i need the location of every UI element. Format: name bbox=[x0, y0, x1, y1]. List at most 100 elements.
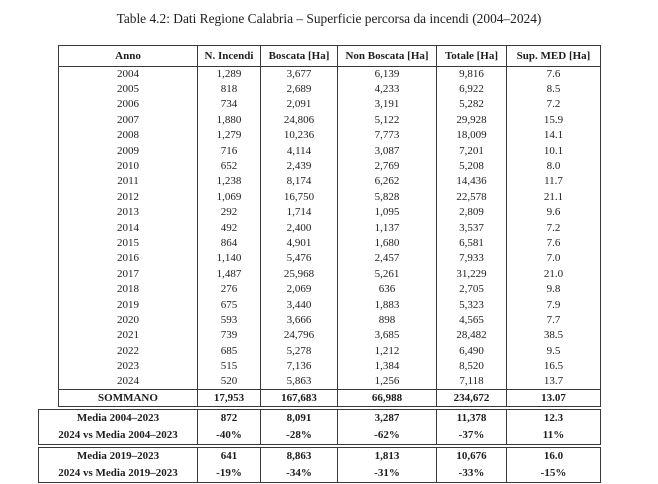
table-cell: -37% bbox=[436, 427, 507, 445]
table-cell: 7,201 bbox=[436, 143, 507, 159]
table-cell: 17,953 bbox=[197, 389, 261, 407]
table-cell: 8,863 bbox=[260, 447, 338, 466]
table-cell: 11.7 bbox=[506, 174, 601, 190]
table-cell: -19% bbox=[197, 465, 261, 483]
table-cell: 4,565 bbox=[436, 312, 507, 329]
table-cell: 6,922 bbox=[436, 81, 507, 98]
table-cell: 7.2 bbox=[506, 220, 601, 236]
table-cell: 3,287 bbox=[337, 409, 437, 428]
table-cell: 14.1 bbox=[506, 128, 601, 144]
table-cell: 234,672 bbox=[436, 389, 507, 407]
table-cell: 2022 bbox=[117, 344, 139, 357]
table-row: 2009 716 4,114 3,087 7,201 10.1 bbox=[59, 143, 601, 159]
table-cell: 898 bbox=[337, 312, 437, 329]
table-cell: SOMMANO bbox=[58, 389, 198, 407]
table-cell: 7.2 bbox=[506, 97, 601, 113]
table-cell: Boscata [Ha] bbox=[260, 45, 338, 67]
table-cell: 18,009 bbox=[436, 128, 507, 144]
table-row: 2006 734 2,091 3,191 5,282 7.2 bbox=[59, 97, 601, 113]
table-cell: 2,457 bbox=[337, 251, 437, 267]
table-cell: 2024 bbox=[117, 375, 139, 388]
table-cell: 7.0 bbox=[506, 251, 601, 267]
table-cell: 21.1 bbox=[506, 189, 601, 206]
table-cell: 4,114 bbox=[260, 143, 338, 159]
table-cell: 6,139 bbox=[337, 66, 437, 82]
table-cell: 3,685 bbox=[337, 328, 437, 344]
table-cell: 5,282 bbox=[436, 97, 507, 113]
table-cell: 25,968 bbox=[260, 266, 338, 282]
table-cell: 1,880 bbox=[197, 112, 261, 129]
table-cell: 7.9 bbox=[506, 297, 601, 313]
table-cell: 9.6 bbox=[506, 205, 601, 221]
table-cell: 7,933 bbox=[436, 251, 507, 267]
table-cell: 2,439 bbox=[260, 158, 338, 175]
table-cell: 593 bbox=[197, 312, 261, 329]
table-cell: 5,323 bbox=[436, 297, 507, 313]
table-cell: -33% bbox=[436, 465, 507, 483]
table-cell: 2005 bbox=[117, 83, 139, 96]
table-cell: 13.7 bbox=[506, 374, 601, 390]
table-cell: 641 bbox=[197, 447, 261, 466]
table-cell: 1,256 bbox=[337, 374, 437, 390]
table-cell: 28,482 bbox=[436, 328, 507, 344]
table-cell: 14,436 bbox=[436, 174, 507, 190]
year-rows: 2004 1,289 3,677 6,139 9,816 7.6 2005 818 2,689 4… bbox=[59, 66, 601, 390]
table-cell: Media 2019–2023 bbox=[76, 450, 160, 463]
table-row: 2015 864 4,901 1,680 6,581 7.6 bbox=[59, 235, 601, 252]
table-row: SOMMANO 17,953 167,683 66,988 234,672 13.07 bbox=[58, 389, 601, 407]
table-caption: Table 4.2: Dati Regione Calabria – Super… bbox=[116, 11, 542, 26]
table-cell: Media 2004–2023 bbox=[76, 412, 160, 425]
table-cell: 2008 bbox=[117, 129, 139, 142]
summary-rows: Media 2019–2023 641 8,863 1,813 10,676 16.0 20… bbox=[39, 447, 601, 483]
table-row: 2022 685 5,278 1,212 6,490 9.5 bbox=[59, 343, 601, 359]
table-row: 2024 vs Media 2004–2023 -40% -28% -62% -37% 1… bbox=[39, 427, 601, 445]
table-cell: 6,262 bbox=[337, 174, 437, 190]
table-cell: 1,238 bbox=[197, 174, 261, 190]
table-cell: 2018 bbox=[117, 283, 139, 296]
table-cell: 8,520 bbox=[436, 358, 507, 375]
table-cell: 24,806 bbox=[260, 112, 338, 129]
table-header: Anno N. Incendi Boscata [Ha] Non Boscata [H… bbox=[58, 45, 601, 67]
table-cell: 15.9 bbox=[506, 112, 601, 129]
table-cell: 864 bbox=[197, 235, 261, 252]
table-cell: 12.3 bbox=[506, 409, 601, 428]
table-cell: -40% bbox=[197, 427, 261, 445]
table-row: 2020 593 3,666 898 4,565 7.7 bbox=[59, 312, 601, 329]
table-cell: 13.07 bbox=[506, 389, 601, 407]
table-cell: 7,773 bbox=[337, 128, 437, 144]
table-cell: 1,137 bbox=[337, 220, 437, 236]
table-cell: 716 bbox=[197, 143, 261, 159]
table-cell: 3,440 bbox=[260, 297, 338, 313]
data-table: Anno N. Incendi Boscata [Ha] Non Boscata [H… bbox=[58, 45, 601, 408]
table-cell: 5,261 bbox=[337, 266, 437, 282]
table-cell: 5,208 bbox=[436, 158, 507, 175]
header-row: Anno N. Incendi Boscata [Ha] Non Boscata [H… bbox=[58, 45, 601, 67]
table-cell: 1,883 bbox=[337, 297, 437, 313]
table-cell: 9.5 bbox=[506, 343, 601, 359]
table-cell: 4,233 bbox=[337, 81, 437, 98]
table-cell: -31% bbox=[337, 465, 437, 483]
table-cell: -62% bbox=[337, 427, 437, 445]
table-cell: 2007 bbox=[117, 113, 139, 126]
table-cell: 2021 bbox=[117, 329, 139, 342]
table-cell: 24,796 bbox=[260, 328, 338, 344]
table-cell: 2010 bbox=[117, 160, 139, 173]
table-row: 2021 739 24,796 3,685 28,482 38.5 bbox=[59, 328, 601, 344]
table-cell: 5,828 bbox=[337, 189, 437, 206]
table-cell: 1,813 bbox=[337, 447, 437, 466]
table-cell: 21.0 bbox=[506, 266, 601, 282]
table-cell: 1,212 bbox=[337, 343, 437, 359]
table-row: Media 2004–2023 872 8,091 3,287 11,378 12.3 bbox=[39, 409, 601, 428]
table-cell: 2,091 bbox=[260, 97, 338, 113]
table-cell: 11,378 bbox=[436, 409, 507, 428]
table-cell: 2004 bbox=[117, 67, 139, 80]
table-cell: 2020 bbox=[117, 313, 139, 326]
table-row: 2024 520 5,863 1,256 7,118 13.7 bbox=[59, 374, 601, 390]
table-cell: 2,705 bbox=[436, 281, 507, 298]
table-cell: 2,400 bbox=[260, 220, 338, 236]
table-cell: 7.6 bbox=[506, 235, 601, 252]
table-cell: 38.5 bbox=[506, 328, 601, 344]
table-row: 2004 1,289 3,677 6,139 9,816 7.6 bbox=[59, 66, 601, 82]
table-cell: 2,809 bbox=[436, 205, 507, 221]
table-cell: 16.0 bbox=[506, 447, 601, 466]
